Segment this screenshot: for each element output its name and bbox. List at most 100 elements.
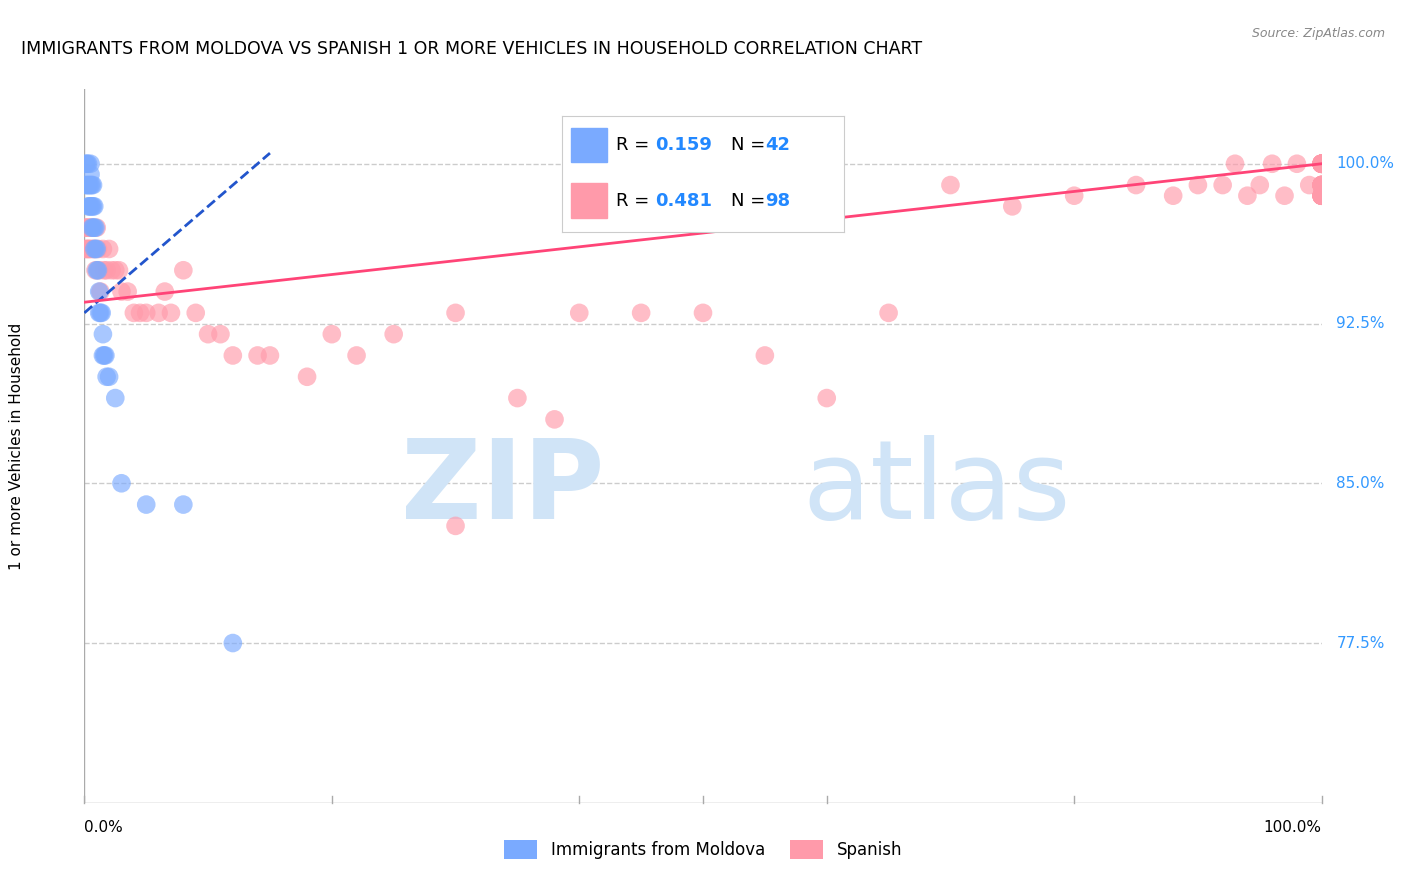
Point [259,349,281,363]
Point [1310,178,1333,192]
Bar [571,183,607,218]
Point [222,636,245,650]
Point [93,263,115,277]
Point [79,157,101,171]
Point [1310,178,1333,192]
Point [91,242,114,256]
Point [84,220,107,235]
Point [160,306,183,320]
Legend: Immigrants from Moldova, Spanish: Immigrants from Moldova, Spanish [498,833,908,866]
Point [75,157,97,171]
Text: 92.5%: 92.5% [1337,316,1385,331]
Text: 100.0%: 100.0% [1264,820,1322,835]
Text: R =: R = [616,192,655,210]
Point [1274,188,1296,202]
Point [117,285,139,299]
Point [246,349,269,363]
Point [77,178,100,192]
Point [1310,188,1333,202]
Text: 0.0%: 0.0% [84,820,124,835]
Point [104,263,127,277]
Point [1001,199,1024,213]
Point [77,220,100,235]
Point [94,349,117,363]
Point [1310,188,1333,202]
Point [91,349,114,363]
Point [1310,157,1333,171]
Point [1223,157,1246,171]
Point [939,178,962,192]
Point [79,178,101,192]
Point [83,199,105,213]
Point [1310,188,1333,202]
Point [1310,188,1333,202]
Point [1310,157,1333,171]
Point [96,369,118,384]
Text: ZIP: ZIP [401,435,605,542]
Point [76,220,98,235]
Text: 85.0%: 85.0% [1337,475,1385,491]
Point [222,349,245,363]
Point [135,306,157,320]
Text: 77.5%: 77.5% [1337,635,1385,650]
Point [1298,178,1320,192]
Point [1249,178,1271,192]
Point [83,242,105,256]
Point [1161,188,1184,202]
Point [77,157,100,171]
Point [1310,188,1333,202]
Text: 0.481: 0.481 [655,192,713,210]
Point [84,242,107,256]
Point [83,242,105,256]
Point [80,178,103,192]
Point [209,327,232,342]
Point [1310,157,1333,171]
Point [87,242,110,256]
Point [77,199,100,213]
Point [79,199,101,213]
Text: 0.159: 0.159 [655,136,711,154]
Text: N =: N = [731,136,770,154]
Text: atlas: atlas [801,435,1070,542]
Point [86,220,108,235]
Point [1187,178,1209,192]
Text: R =: R = [616,136,655,154]
Point [153,285,176,299]
Point [76,178,98,192]
Point [346,349,368,363]
Text: 98: 98 [765,192,790,210]
Point [86,263,108,277]
Point [444,519,467,533]
Point [98,369,121,384]
Point [76,242,98,256]
Point [82,199,104,213]
Point [87,263,110,277]
Point [80,220,103,235]
Point [82,178,104,192]
Point [76,157,98,171]
Point [129,306,152,320]
Point [1125,178,1147,192]
Point [82,220,104,235]
Point [1310,178,1333,192]
Point [506,391,529,405]
Point [877,306,900,320]
Point [89,285,111,299]
Point [815,391,838,405]
Point [104,391,127,405]
Point [1310,178,1333,192]
Point [79,199,101,213]
Point [568,306,591,320]
Text: N =: N = [731,192,770,210]
Point [93,349,115,363]
Point [1285,157,1308,171]
Point [75,242,97,256]
Text: 100.0%: 100.0% [1337,156,1395,171]
Point [90,306,112,320]
Point [1310,157,1333,171]
Point [1310,178,1333,192]
Point [1063,188,1085,202]
Point [692,306,714,320]
Bar [571,128,607,162]
Point [1310,157,1333,171]
